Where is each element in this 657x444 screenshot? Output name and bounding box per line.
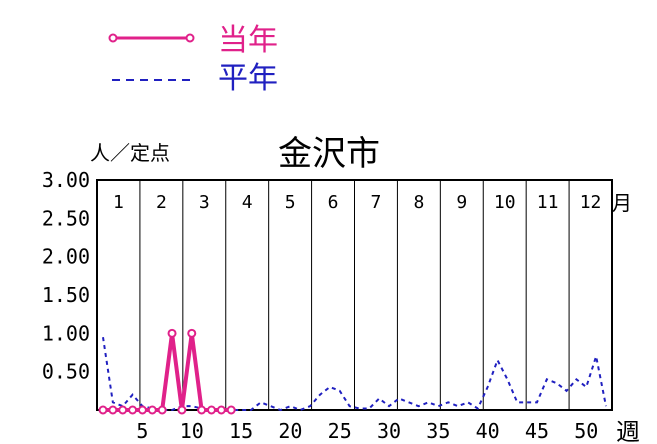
month-label: 9 [456, 192, 467, 213]
x-tick-labels: 5 10 15 20 25 30 35 40 45 50 [136, 419, 598, 443]
x-tick-label: 15 [229, 419, 253, 443]
current-series-point [216, 405, 226, 415]
current-series-line [103, 333, 232, 412]
current-series-point [118, 405, 128, 415]
x-tick-label: 30 [377, 419, 401, 443]
x-tick-label: 20 [278, 419, 302, 443]
legend-current-marker-left [108, 33, 118, 43]
current-series-point [197, 405, 207, 415]
current-series-point [226, 405, 236, 415]
month-labels: 1 2 3 4 5 6 7 8 9 10 11 12 [113, 192, 601, 213]
current-series-point [98, 405, 108, 415]
average-series-line [102, 337, 607, 412]
x-tick-label: 35 [426, 419, 450, 443]
current-series-point [108, 405, 118, 415]
legend-current-label: 当年 [218, 23, 278, 58]
month-label: 5 [285, 192, 296, 213]
legend: 当年 平年 [108, 23, 278, 96]
y-tick-label: 3.00 [42, 168, 90, 192]
series-current [98, 328, 236, 415]
x-tick-label: 50 [574, 419, 598, 443]
y-tick-labels: 3.00 2.50 2.00 1.50 1.00 0.50 [42, 168, 90, 384]
current-series-point [187, 328, 197, 338]
y-tick-label: 0.50 [42, 360, 90, 384]
series-average [102, 337, 607, 412]
month-label: 4 [242, 192, 253, 213]
month-label: 7 [371, 192, 382, 213]
legend-average-label: 平年 [218, 61, 278, 96]
y-tick-label: 1.00 [42, 321, 90, 345]
current-series-point [157, 405, 167, 415]
x-tick-label: 45 [525, 419, 549, 443]
current-series-point [167, 328, 177, 338]
month-label: 12 [580, 192, 602, 213]
legend-current-marker-right [185, 33, 195, 43]
current-series-point [206, 405, 216, 415]
month-label: 10 [494, 192, 516, 213]
month-label: 3 [199, 192, 210, 213]
y-tick-label: 1.50 [42, 283, 90, 307]
current-series-point [177, 405, 187, 415]
y-tick-label: 2.50 [42, 206, 90, 230]
current-series-point [137, 405, 147, 415]
month-label: 6 [328, 192, 339, 213]
month-label: 1 [113, 192, 124, 213]
month-dividers [139, 180, 570, 410]
y-axis-label: 人／定点 [90, 141, 170, 165]
x-tick-label: 25 [328, 419, 352, 443]
x-tick-label: 5 [136, 419, 148, 443]
month-label: 2 [156, 192, 167, 213]
month-label: 11 [537, 192, 559, 213]
x-axis-label: 週 [616, 418, 640, 444]
chart-title: 金沢市 [278, 134, 380, 174]
month-unit-label: 月 [612, 191, 632, 215]
current-series-point [128, 405, 138, 415]
x-tick-label: 10 [180, 419, 204, 443]
current-series-point [147, 405, 157, 415]
x-tick-label: 40 [476, 419, 500, 443]
y-tick-label: 2.00 [42, 245, 90, 269]
month-label: 8 [413, 192, 424, 213]
